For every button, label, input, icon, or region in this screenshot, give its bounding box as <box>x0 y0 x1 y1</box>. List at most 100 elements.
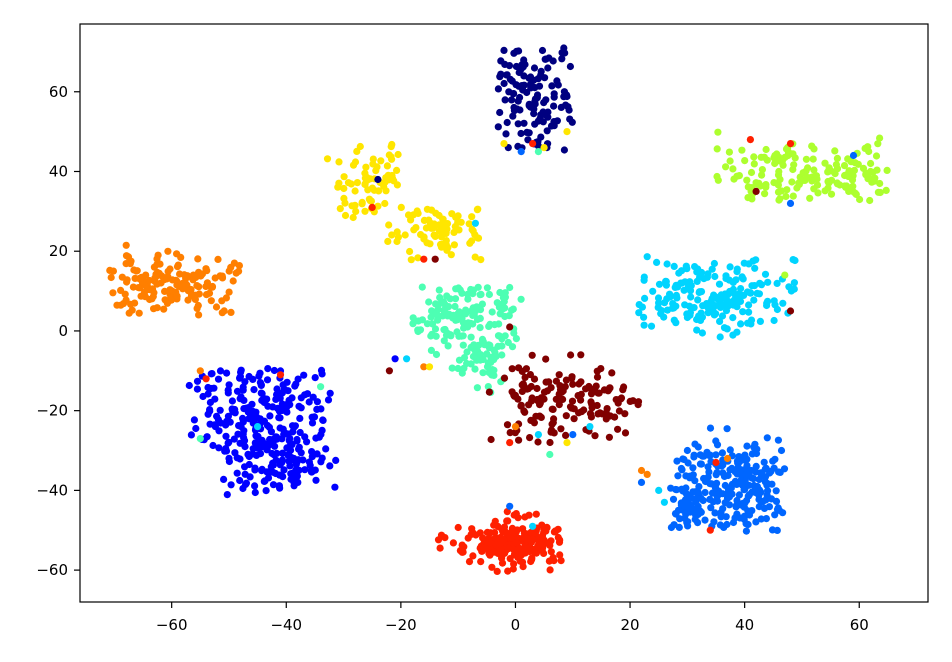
scatter-point <box>793 184 801 192</box>
scatter-point <box>284 387 292 395</box>
scatter-point <box>418 283 426 291</box>
scatter-point <box>753 289 761 297</box>
scatter-point <box>615 396 623 404</box>
y-axis: −60 −40 −20 0 20 40 60 <box>36 83 80 579</box>
scatter-point <box>864 143 872 151</box>
scatter-point <box>791 154 799 162</box>
scatter-point <box>470 341 478 349</box>
scatter-point <box>335 158 343 166</box>
scatter-point <box>849 182 857 190</box>
scatter-point <box>498 342 506 350</box>
scatter-point <box>638 303 647 311</box>
scatter-point <box>196 367 204 375</box>
scatter-point <box>349 213 357 222</box>
scatter-point <box>166 265 174 273</box>
scatter-point <box>423 239 431 247</box>
scatter-point <box>241 378 249 386</box>
scatter-point <box>349 161 358 169</box>
scatter-point <box>455 308 463 316</box>
scatter-point <box>746 136 755 144</box>
scatter-point <box>713 492 721 501</box>
scatter-point <box>509 565 517 573</box>
x-tick-label: 60 <box>850 616 869 634</box>
scatter-point <box>506 502 514 510</box>
scatter-point <box>273 449 281 457</box>
scatter-point <box>748 450 757 458</box>
scatter-point <box>278 456 286 464</box>
scatter-point <box>862 169 870 177</box>
scatter-point <box>666 290 674 298</box>
scatter-point <box>382 187 390 195</box>
scatter-point <box>513 539 521 547</box>
scatter-point <box>726 263 734 271</box>
scatter-point <box>275 471 284 479</box>
scatter-point <box>409 320 417 328</box>
scatter-point <box>216 272 224 280</box>
scatter-point <box>649 287 657 295</box>
scatter-point <box>736 297 745 305</box>
scatter-point <box>733 328 741 336</box>
scatter-point <box>326 389 334 397</box>
scatter-point <box>308 453 316 461</box>
scatter-point <box>529 536 537 544</box>
scatter-point <box>497 70 505 78</box>
scatter-point <box>309 393 317 401</box>
scatter-point <box>361 180 369 189</box>
scatter-point <box>540 395 548 403</box>
scatter-point <box>696 288 704 296</box>
scatter-point <box>517 129 525 138</box>
scatter-point <box>269 459 277 467</box>
scatter-point <box>179 285 187 293</box>
scatter-point <box>377 157 385 165</box>
scatter-point <box>691 488 700 496</box>
scatter-point <box>718 462 726 470</box>
x-axis: −60 −40 −20 0 20 40 60 <box>156 602 869 634</box>
scatter-point <box>431 255 439 263</box>
scatter-point <box>331 483 339 491</box>
scatter-point <box>729 314 737 322</box>
scatter-point <box>503 421 512 429</box>
scatter-point <box>224 386 232 394</box>
scatter-point <box>517 148 525 156</box>
scatter-point <box>361 207 369 215</box>
scatter-point <box>427 224 435 232</box>
scatter-point <box>670 521 678 529</box>
scatter-point <box>451 302 459 311</box>
scatter-point <box>239 430 247 438</box>
scatter-point <box>615 407 624 415</box>
scatter-point <box>629 397 637 405</box>
scatter-point <box>293 435 301 444</box>
scatter-point <box>135 309 143 317</box>
scatter-point <box>293 472 301 480</box>
scatter-point <box>213 412 221 420</box>
scatter-point <box>436 544 444 552</box>
scatter-point <box>530 64 539 72</box>
scatter-point <box>674 472 682 480</box>
scatter-point <box>504 567 512 575</box>
scatter-point <box>673 294 681 302</box>
scatter-point <box>477 290 485 298</box>
scatter-point <box>764 278 772 286</box>
scatter-point <box>438 298 446 306</box>
scatter-point <box>474 205 482 213</box>
scatter-point <box>534 438 542 446</box>
scatter-point <box>161 287 169 295</box>
scatter-point <box>591 432 599 440</box>
scatter-point <box>194 255 202 263</box>
scatter-point <box>555 390 563 398</box>
scatter-point <box>549 57 557 65</box>
scatter-point <box>512 62 521 71</box>
scatter-point <box>312 434 320 442</box>
scatter-point <box>760 153 768 161</box>
scatter-point <box>374 175 382 184</box>
scatter-point <box>588 404 596 412</box>
y-tick-label: 0 <box>58 322 68 340</box>
scatter-point <box>739 275 747 283</box>
scatter-point <box>718 449 727 457</box>
scatter-point <box>240 437 249 445</box>
scatter-point <box>500 535 508 544</box>
scatter-point <box>225 267 233 275</box>
scatter-point <box>432 300 440 308</box>
scatter-point <box>454 284 463 292</box>
scatter-point <box>202 375 210 383</box>
